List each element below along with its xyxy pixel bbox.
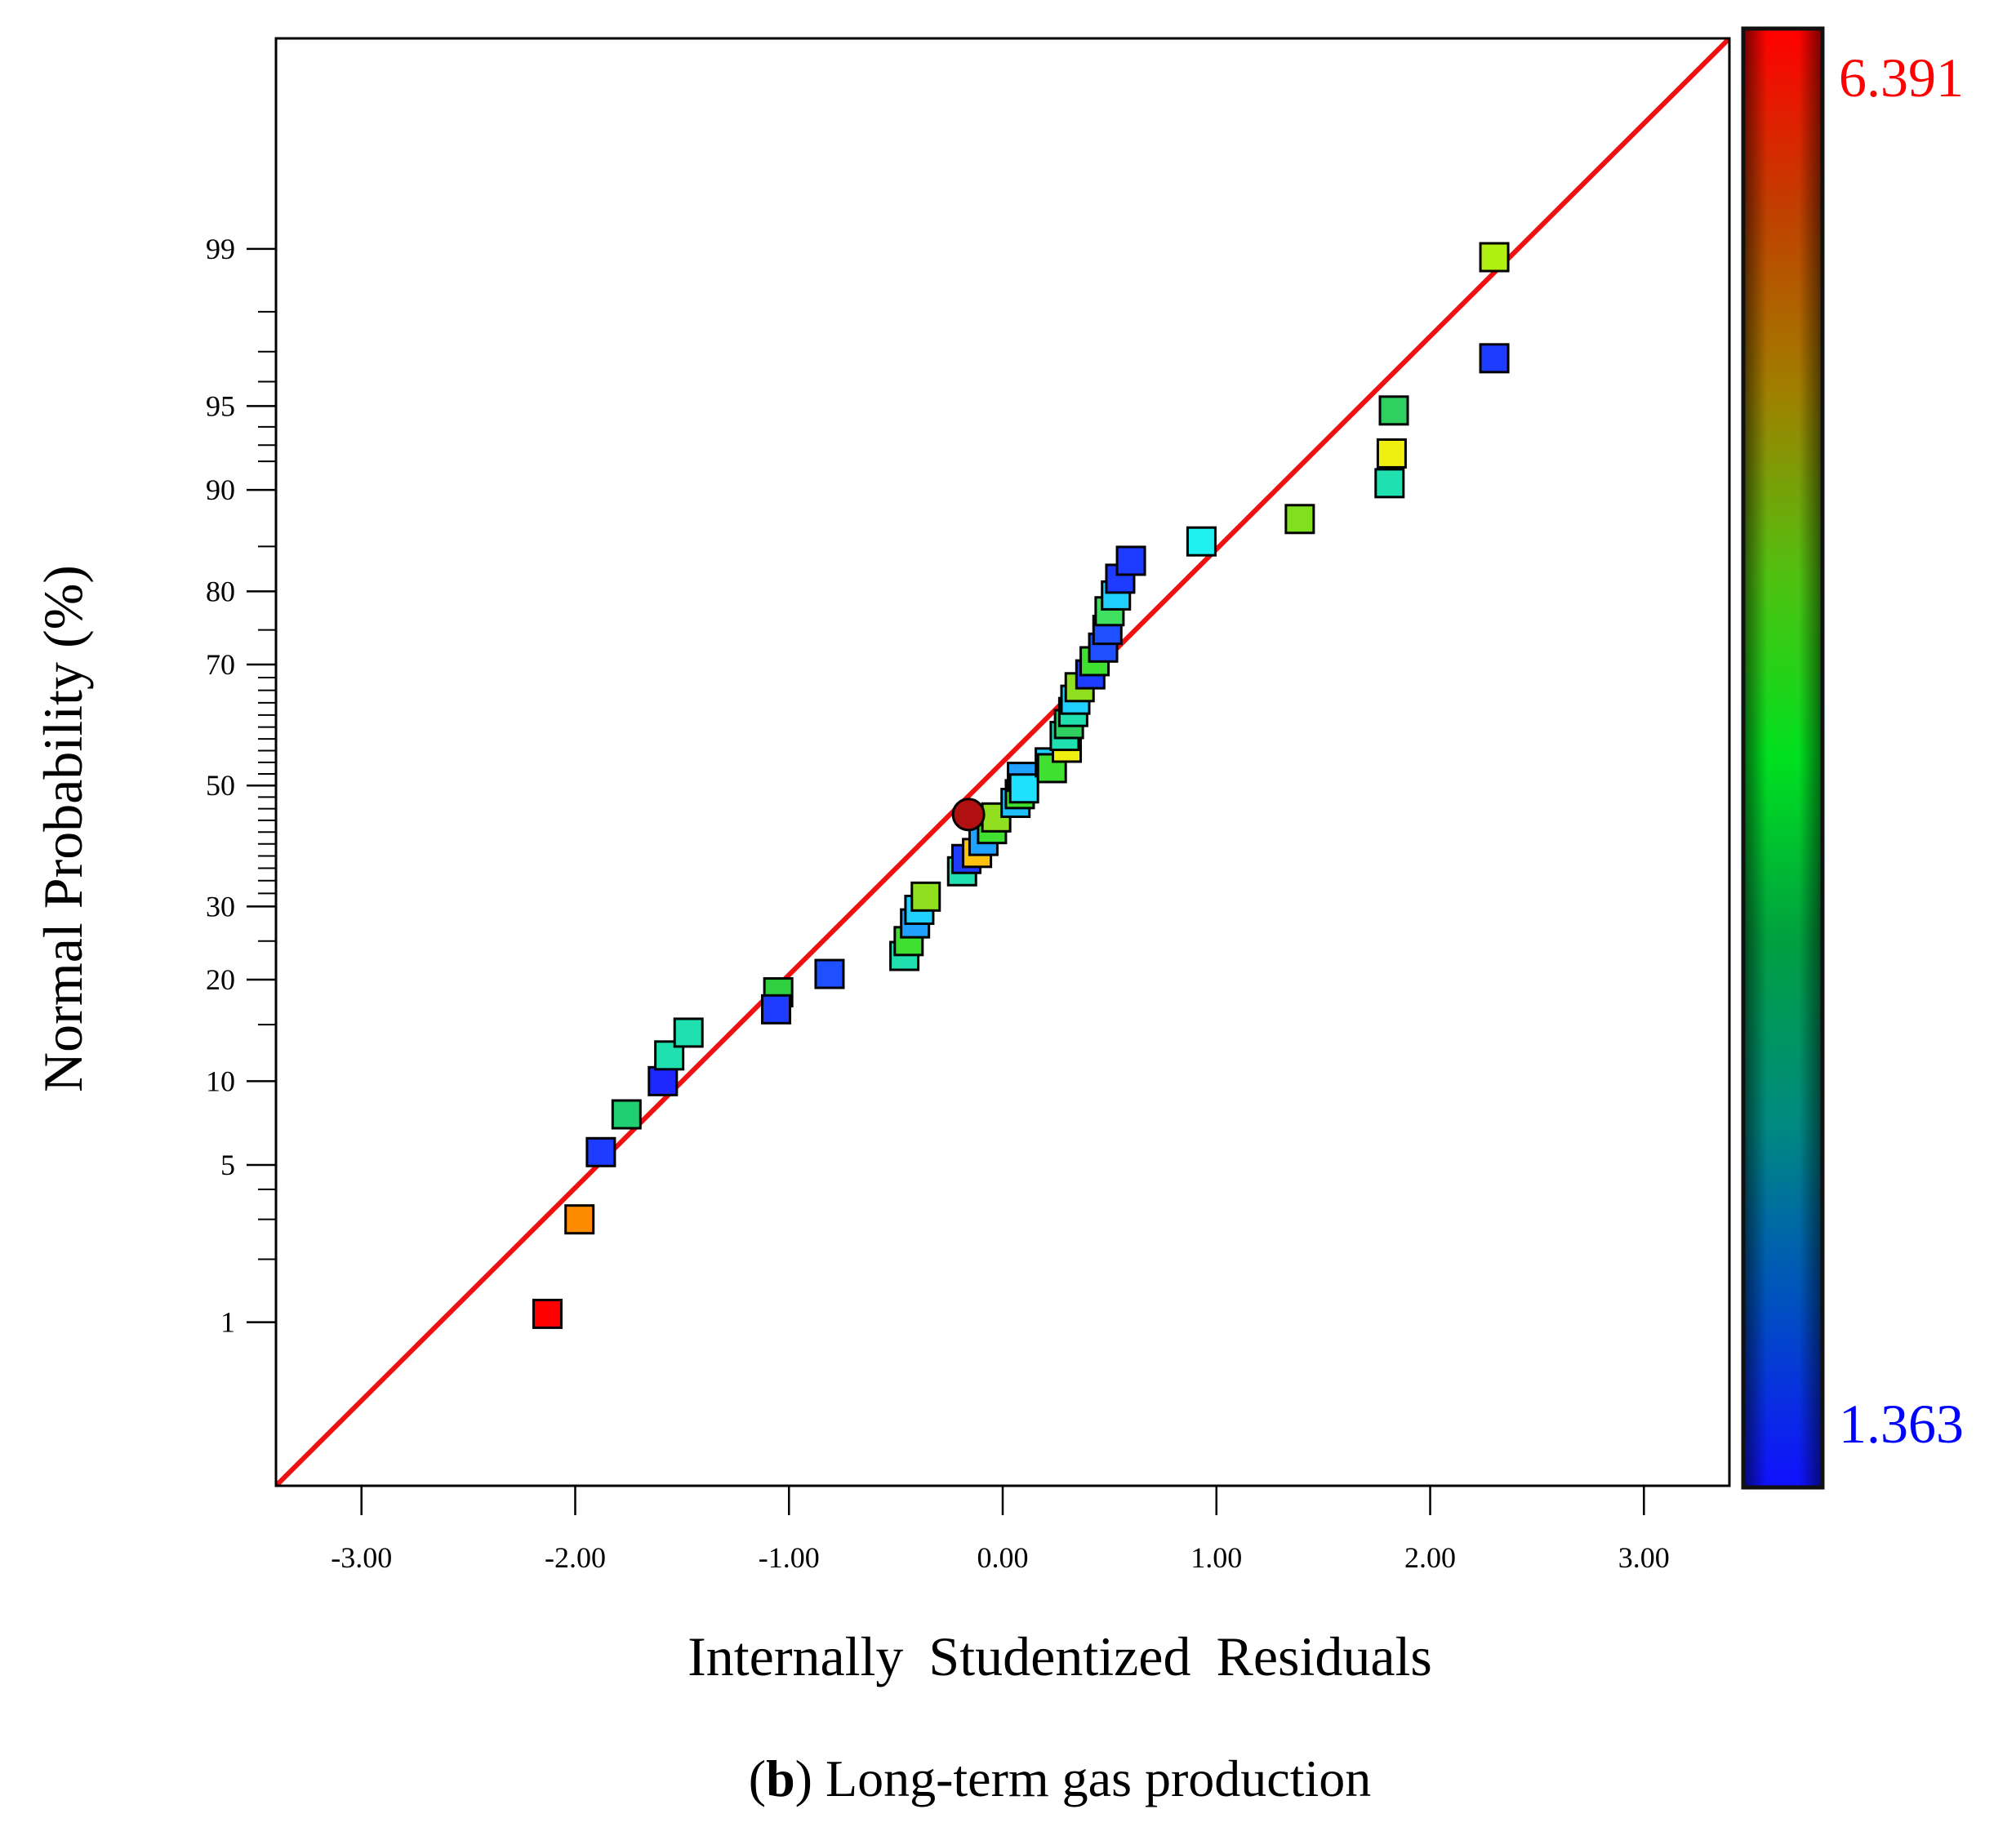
x-tick-label: 0.00 xyxy=(977,1541,1029,1574)
y-tick-label: 70 xyxy=(206,648,235,681)
data-point xyxy=(564,1204,595,1235)
y-tick-label: 80 xyxy=(206,575,235,607)
data-point xyxy=(1284,504,1315,535)
data-point xyxy=(1479,242,1510,273)
y-tick-label: 99 xyxy=(206,233,235,265)
data-point xyxy=(1378,395,1409,426)
data-points xyxy=(532,242,1510,1329)
data-point-circle xyxy=(951,798,986,832)
x-axis-title: Internally Studentized Residuals xyxy=(688,1625,1432,1687)
y-tick-label: 1 xyxy=(220,1306,235,1339)
data-point xyxy=(1376,438,1407,469)
x-tick-label: 2.00 xyxy=(1404,1541,1456,1574)
data-point xyxy=(673,1017,704,1048)
y-axis-ticks: 1 5 10 20 30 50 70 80 90 95 99 xyxy=(206,233,276,1339)
x-tick-label: 3.00 xyxy=(1618,1541,1670,1574)
colorbar-min-label: 1.363 xyxy=(1839,1393,1964,1455)
y-tick-label: 5 xyxy=(220,1149,235,1181)
y-tick-label: 30 xyxy=(206,890,235,922)
colorbar-shading xyxy=(1743,29,1822,1487)
caption-suffix: ) Long-term gas production xyxy=(795,1749,1372,1807)
figure-caption: (b) Long-term gas production xyxy=(749,1749,1372,1807)
data-point xyxy=(1186,526,1217,557)
x-tick-label: -2.00 xyxy=(545,1541,606,1574)
x-axis-ticks: -3.00 -2.00 -1.00 0.00 1.00 2.00 3.00 xyxy=(331,1486,1670,1574)
y-tick-label: 50 xyxy=(206,769,235,802)
data-point xyxy=(1374,468,1405,499)
data-point xyxy=(814,958,845,989)
data-point xyxy=(585,1136,616,1167)
colorbar-frame xyxy=(1741,26,1825,1490)
data-point xyxy=(910,881,941,912)
data-point xyxy=(532,1298,563,1329)
x-tick-label: 1.00 xyxy=(1190,1541,1242,1574)
x-tick-label: -3.00 xyxy=(331,1541,392,1574)
data-point xyxy=(1479,343,1510,374)
y-tick-label: 10 xyxy=(206,1065,235,1097)
plot-frame xyxy=(274,37,1731,1487)
data-point xyxy=(648,1065,679,1096)
reference-line xyxy=(276,38,1729,1486)
data-point xyxy=(1008,773,1039,804)
y-tick-label: 95 xyxy=(206,389,235,422)
y-axis-title: Normal Probability (%) xyxy=(32,565,94,1092)
y-tick-label: 20 xyxy=(206,963,235,996)
x-tick-label: -1.00 xyxy=(759,1541,820,1574)
data-point xyxy=(761,994,792,1025)
data-point xyxy=(611,1099,642,1130)
data-point xyxy=(1115,545,1146,576)
reference-line-layer xyxy=(276,38,1729,1486)
caption-letter: b xyxy=(766,1749,795,1807)
y-tick-label: 90 xyxy=(206,473,235,506)
colorbar-max-label: 6.391 xyxy=(1839,47,1964,109)
caption-prefix: ( xyxy=(749,1749,766,1807)
